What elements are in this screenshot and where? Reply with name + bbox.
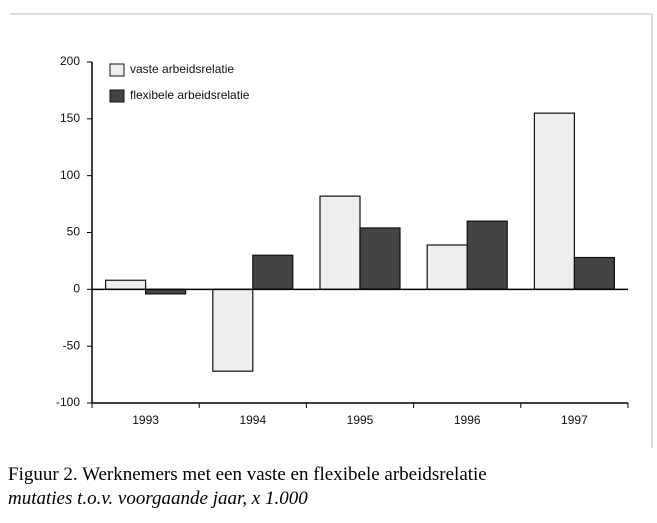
- x-tick-label: 1996: [454, 413, 481, 427]
- y-tick-label: -50: [63, 338, 81, 352]
- y-tick-label: -100: [56, 395, 80, 409]
- caption-note: mutaties t.o.v. voorgaande jaar, x 1.000: [8, 488, 308, 509]
- y-tick-label: 100: [60, 168, 80, 182]
- y-tick-label: 150: [60, 111, 80, 125]
- bar: [533, 112, 576, 290]
- x-tick-label: 1995: [347, 413, 374, 427]
- bar: [359, 227, 401, 290]
- x-tick-label: 1993: [132, 413, 159, 427]
- caption: Figuur 2. Werknemers met een vaste en fl…: [8, 464, 487, 485]
- legend-swatch: [109, 63, 125, 77]
- bar: [252, 254, 294, 290]
- bar: [426, 244, 468, 290]
- legend-swatch: [109, 89, 125, 103]
- x-tick-label: 1997: [561, 413, 588, 427]
- bar: [319, 195, 361, 290]
- legend-label: vaste arbeidsrelatie: [130, 62, 234, 76]
- bar: [466, 220, 508, 290]
- y-tick-label: 0: [73, 282, 80, 296]
- legend-label: flexibele arbeidsrelatie: [130, 88, 250, 102]
- y-tick-label: 200: [60, 54, 80, 68]
- y-tick-label: 50: [67, 225, 81, 239]
- x-tick-label: 1994: [239, 413, 266, 427]
- bar: [104, 279, 147, 290]
- bar: [573, 256, 616, 290]
- bar: [212, 288, 254, 372]
